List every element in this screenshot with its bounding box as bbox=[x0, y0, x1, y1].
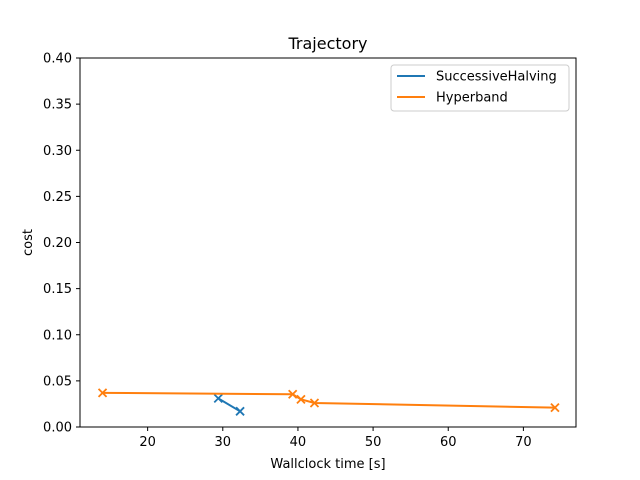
legend: SuccessiveHalving Hyperband bbox=[390, 64, 570, 112]
y-axis-label: cost bbox=[21, 229, 36, 256]
data-point-hyperband bbox=[288, 389, 298, 399]
data-point-successivehalving bbox=[235, 406, 245, 416]
y-tick-label: 0.00 bbox=[43, 421, 72, 436]
chart-title: Trajectory bbox=[288, 34, 368, 53]
x-tick-label: 60 bbox=[440, 435, 457, 450]
series-line-successivehalving bbox=[217, 397, 241, 413]
x-axis-label: Wallclock time [s] bbox=[270, 457, 385, 472]
y-tick-label: 0.35 bbox=[43, 98, 72, 113]
data-point-successivehalving bbox=[213, 393, 223, 404]
y-tick-label: 0.20 bbox=[43, 236, 72, 251]
plot-area-frame bbox=[79, 57, 577, 428]
legend-box bbox=[390, 64, 570, 112]
y-tick-label: 0.30 bbox=[43, 144, 72, 159]
x-tick-label: 40 bbox=[290, 435, 307, 450]
x-tick-label: 50 bbox=[365, 435, 382, 450]
data-point-hyperband bbox=[550, 402, 560, 413]
y-tick-label: 0.40 bbox=[43, 52, 72, 67]
x-tick-label: 70 bbox=[515, 435, 532, 450]
series-layer bbox=[97, 388, 560, 416]
y-tick-label: 0.15 bbox=[43, 282, 72, 297]
data-point-hyperband bbox=[309, 398, 320, 408]
y-tick-label: 0.05 bbox=[43, 374, 72, 389]
y-tick-label: 0.25 bbox=[43, 190, 72, 205]
x-axis-ticks: 20 30 40 50 60 70 bbox=[139, 427, 532, 450]
legend-label-successivehalving: SuccessiveHalving bbox=[436, 70, 557, 85]
y-axis-ticks: 0.00 0.05 0.10 0.15 0.20 0.25 0.30 0.35 0.40 bbox=[43, 52, 80, 436]
data-point-hyperband bbox=[97, 388, 108, 398]
x-tick-label: 20 bbox=[139, 435, 156, 450]
y-tick-label: 0.10 bbox=[43, 328, 72, 343]
data-point-hyperband bbox=[296, 394, 306, 404]
legend-label-hyperband: Hyperband bbox=[436, 91, 508, 106]
x-tick-label: 30 bbox=[215, 435, 232, 450]
